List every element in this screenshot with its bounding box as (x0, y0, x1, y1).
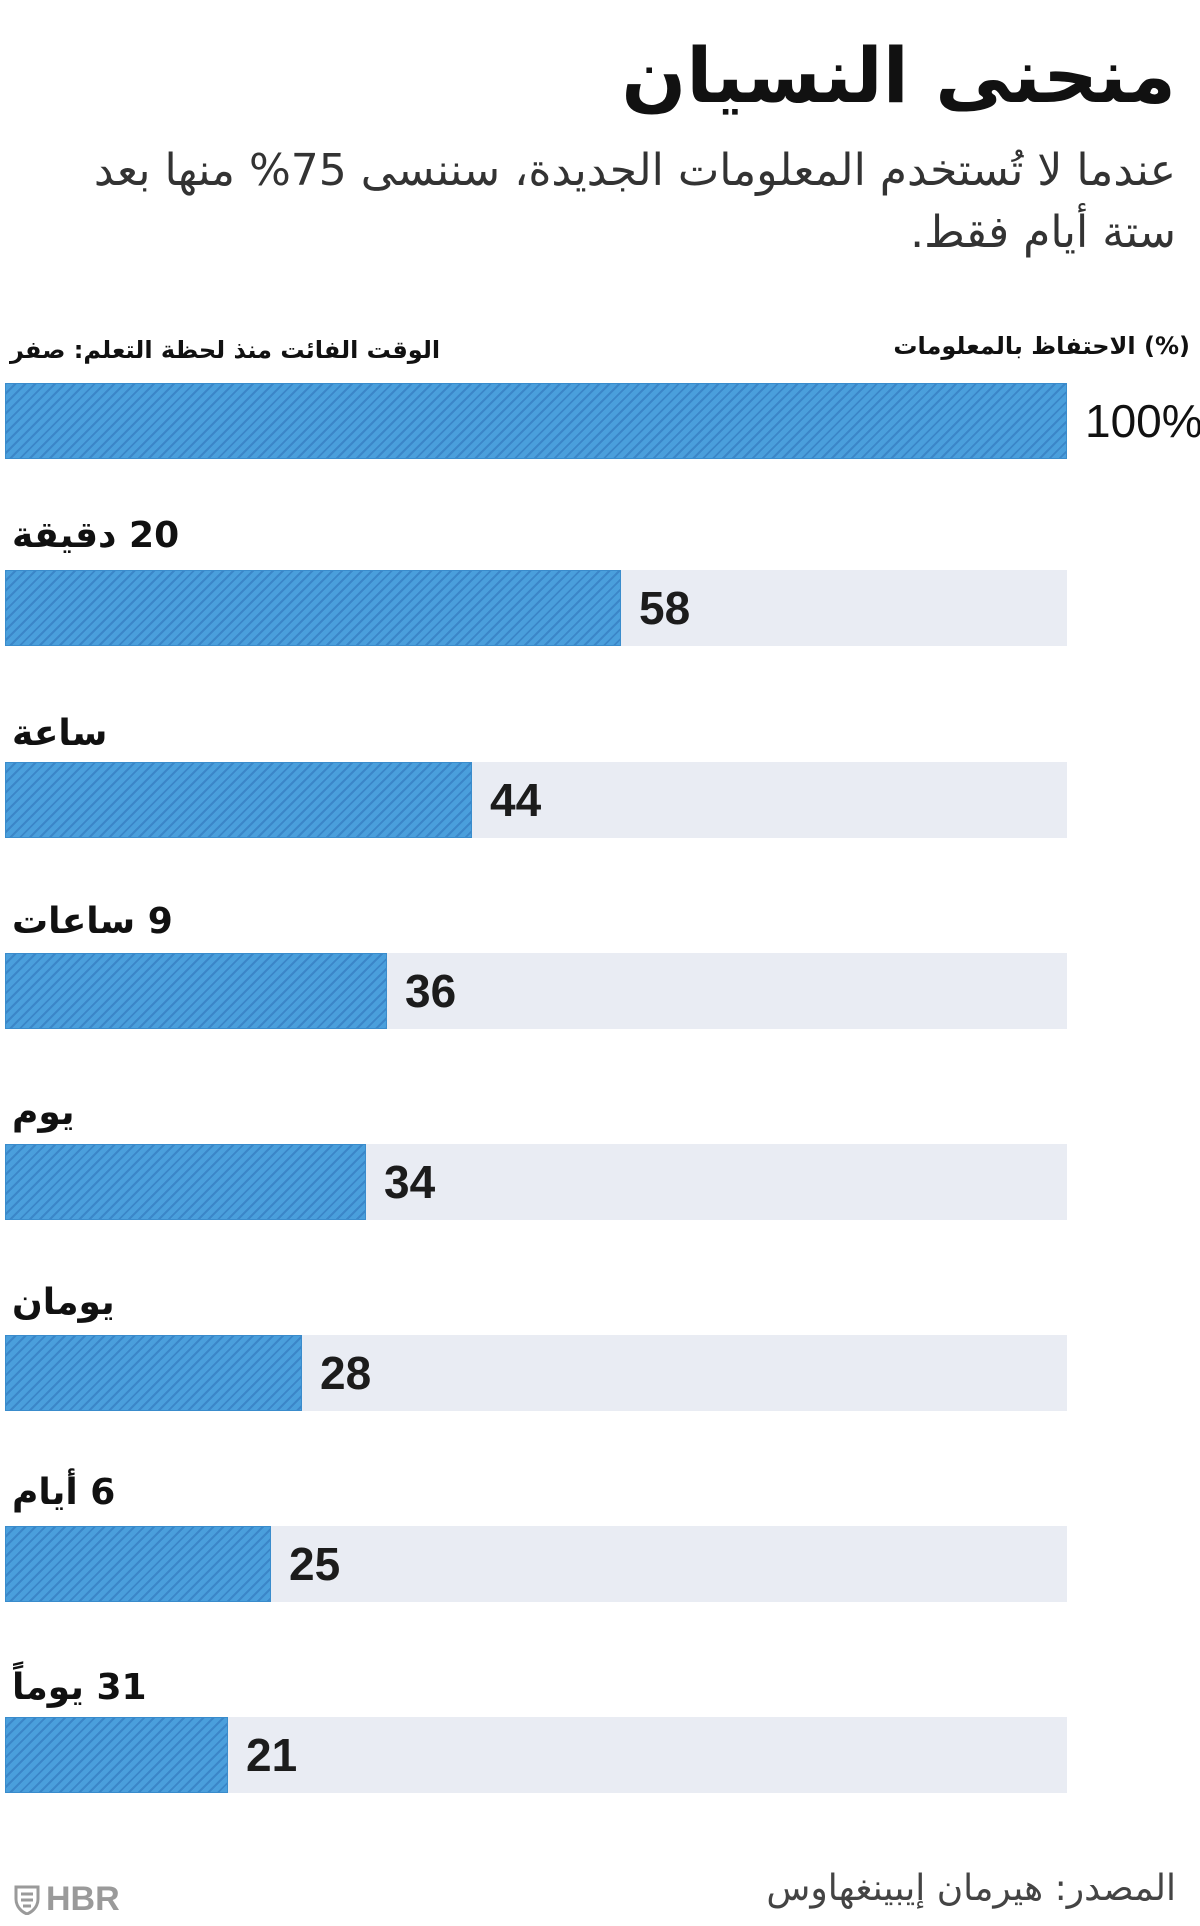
bar (5, 1526, 271, 1602)
bar-value-label: 100% (1085, 395, 1200, 447)
category-label: يوم (12, 1092, 75, 1133)
chart-subtitle: عندما لا تُستخدم المعلومات الجديدة، سننس… (93, 145, 1176, 258)
bar (5, 1335, 302, 1411)
category-label: 6 أيام (12, 1472, 116, 1513)
category-label: 9 ساعات (12, 901, 173, 942)
bar-value-label: 36 (405, 965, 457, 1017)
bar (5, 953, 387, 1029)
hbr-logo-text: HBR (46, 1880, 120, 1918)
category-label: ساعة (12, 713, 108, 754)
retention-axis-label: (%) الاحتفاظ بالمعلومات (893, 332, 1190, 360)
category-label: يومان (12, 1282, 115, 1323)
time-axis-label: الوقت الفائت منذ لحظة التعلم: صفر (10, 336, 441, 364)
chart-title: منحنى النسيان (621, 31, 1176, 120)
bar (5, 1717, 228, 1793)
source-note: المصدر: هيرمان إيبينغهاوس (766, 1868, 1176, 1909)
bar (5, 570, 621, 646)
bar-value-label: 25 (289, 1538, 341, 1590)
bar (5, 1144, 366, 1220)
category-label: 31 يوماً (12, 1667, 147, 1708)
hbr-logo: HBR (14, 1880, 120, 1919)
bar-value-label: 58 (639, 582, 691, 634)
bar (5, 383, 1067, 459)
bar-value-label: 21 (246, 1729, 298, 1781)
bar-value-label: 34 (384, 1156, 436, 1208)
category-label: 20 دقيقة (12, 515, 180, 556)
bar (5, 762, 472, 838)
bar-value-label: 44 (490, 774, 542, 826)
hbr-shield-icon (14, 1885, 40, 1915)
bar-value-label: 28 (320, 1347, 372, 1399)
